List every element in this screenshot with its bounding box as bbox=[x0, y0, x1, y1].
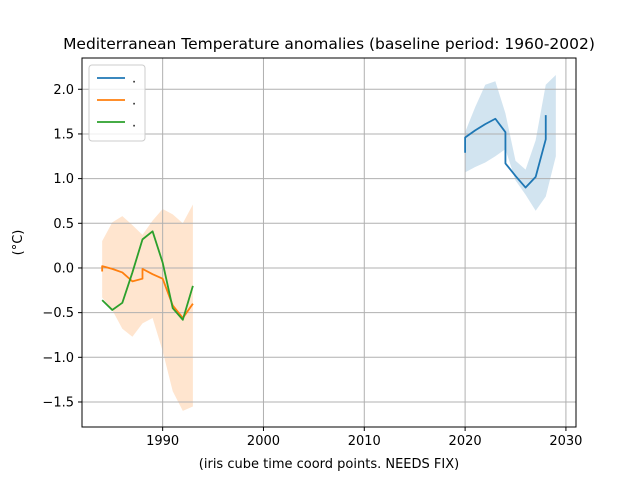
legend-label-1: . bbox=[132, 72, 136, 87]
plot-area-frame bbox=[81, 57, 577, 428]
x-tick-label: 2000 bbox=[247, 434, 280, 449]
y-tick-label: 0.5 bbox=[53, 217, 74, 232]
y-tick-label: −0.5 bbox=[42, 306, 74, 321]
series-3-line bbox=[101, 230, 194, 321]
y-tick-label: −1.0 bbox=[42, 351, 74, 366]
y-tick-label: 0.0 bbox=[53, 261, 74, 276]
chart-title: Mediterranean Temperature anomalies (bas… bbox=[63, 35, 595, 53]
x-tick-label: 2010 bbox=[348, 434, 381, 449]
x-axis-label: (iris cube time coord points. NEEDS FIX) bbox=[199, 457, 459, 472]
legend: ... bbox=[88, 64, 146, 142]
axis-ticks: 1990 2000 2010 2020 2030 −1.5 −1.0 −0.5 0.0 0.5 1.… bbox=[42, 83, 582, 449]
legend-box bbox=[88, 64, 146, 142]
series-2-line bbox=[101, 265, 194, 319]
y-axis-label: (°C) bbox=[11, 230, 26, 256]
grid bbox=[82, 58, 576, 427]
series-lines bbox=[101, 115, 547, 321]
confidence-bands bbox=[102, 74, 556, 411]
legend-label-3: . bbox=[132, 116, 136, 131]
y-tick-label: 1.0 bbox=[53, 172, 74, 187]
y-tick-label: 2.0 bbox=[53, 83, 74, 98]
y-tick-label: 1.5 bbox=[53, 127, 74, 142]
x-tick-label: 2020 bbox=[449, 434, 482, 449]
series-2-band bbox=[102, 204, 193, 411]
legend-label-2: . bbox=[132, 94, 136, 109]
x-tick-label: 1990 bbox=[146, 434, 179, 449]
series-1-line bbox=[464, 115, 547, 189]
series-1-band bbox=[465, 74, 556, 211]
y-tick-label: −1.5 bbox=[42, 395, 74, 410]
x-tick-label: 2030 bbox=[549, 434, 582, 449]
